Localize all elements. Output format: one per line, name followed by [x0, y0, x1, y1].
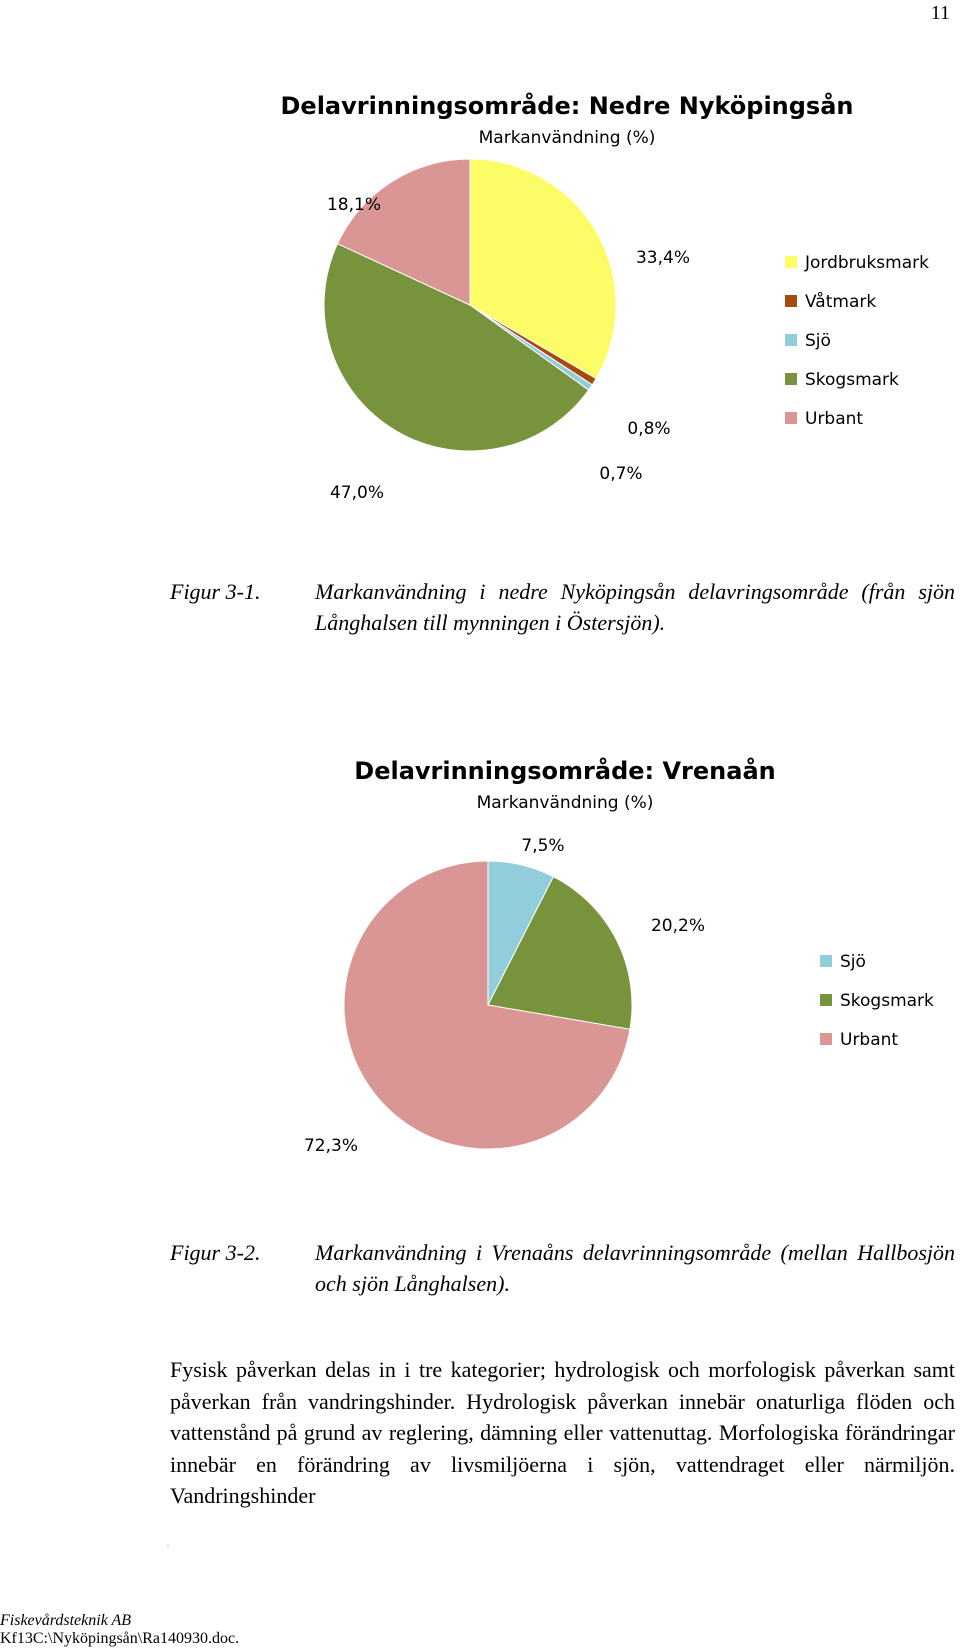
- pie-chart-nedre-nykopingsan: Delavrinningsområde: Nedre Nyköpingsån M…: [0, 80, 960, 530]
- slice-value-label: 33,4%: [636, 248, 690, 268]
- legend-swatch: [785, 373, 797, 385]
- pie-slices: [343, 860, 633, 1150]
- legend-label: Sjö: [805, 331, 831, 351]
- pie-chart-svg: Delavrinningsområde: Vrenaån Markanvändn…: [304, 756, 934, 1156]
- slice-value-label: 72,3%: [304, 1136, 358, 1156]
- legend-swatch: [785, 334, 797, 346]
- pie-slice-skogsmark: [323, 243, 590, 452]
- legend-swatch: [820, 955, 832, 967]
- pie-slice-jordbruksmark: [469, 158, 617, 380]
- slice-value-label: 0,7%: [599, 464, 642, 484]
- legend-label: Skogsmark: [805, 370, 899, 390]
- pie-slice-urbant: [336, 158, 471, 306]
- caption-label: Figur 3-2.: [170, 1240, 261, 1265]
- legend-label: Jordbruksmark: [804, 253, 929, 273]
- pie-chart-vrenaan: Delavrinningsområde: Vrenaån Markanvändn…: [0, 745, 960, 1185]
- legend-swatch: [820, 994, 832, 1006]
- body-paragraph: Fysisk påverkan delas in i tre kategorie…: [170, 1357, 955, 1508]
- slice-value-label: 18,1%: [327, 195, 381, 215]
- slice-value-label: 20,2%: [651, 916, 705, 936]
- slice-value-label: 47,0%: [330, 483, 384, 503]
- legend: Sjö Skogsmark Urbant: [820, 952, 934, 1050]
- page-number: 11: [930, 2, 950, 24]
- caption-text: Markanvändning i nedre Nyköpingsån delav…: [315, 579, 955, 635]
- slice-labels: 7,5% 20,2% 72,3%: [304, 836, 705, 1156]
- pie-slices: [323, 158, 617, 452]
- legend-label: Urbant: [805, 409, 863, 429]
- chart-title: Delavrinningsområde: Nedre Nyköpingsån: [281, 91, 854, 120]
- caption-text: Markanvändning i Vrenaåns delavrinningso…: [315, 1240, 955, 1296]
- legend-label: Sjö: [840, 952, 866, 972]
- pie-slice-urbant: [343, 860, 631, 1150]
- footer-company: Fiskevårdsteknik AB: [0, 1612, 132, 1629]
- caption-label: Figur 3-1.: [170, 579, 261, 604]
- legend-label: Skogsmark: [840, 991, 934, 1011]
- stray-mark: .: [167, 1539, 169, 1548]
- slice-value-label: 7,5%: [521, 836, 564, 856]
- legend-swatch: [785, 295, 797, 307]
- chart-subtitle: Markanvändning (%): [479, 128, 656, 148]
- pie-chart-svg: Delavrinningsområde: Nedre Nyköpingsån M…: [281, 91, 930, 503]
- pie-slice-skogsmark: [487, 876, 633, 1030]
- footer: Fiskevårdsteknik AB Kf13C:\Nyköpingsån\R…: [0, 1612, 239, 1648]
- slice-labels: 33,4% 0,8% 0,7% 47,0% 18,1%: [327, 195, 690, 503]
- legend-label: Urbant: [840, 1030, 898, 1050]
- legend-swatch: [785, 256, 797, 268]
- legend: Jordbruksmark Våtmark Sjö Skogsmark Urbant: [785, 253, 929, 429]
- legend-swatch: [785, 412, 797, 424]
- footer-path: Kf13C:\Nyköpingsån\Ra140930.doc.: [0, 1630, 240, 1647]
- legend-swatch: [820, 1033, 832, 1045]
- legend-label: Våtmark: [805, 291, 876, 312]
- slice-value-label: 0,8%: [627, 419, 670, 439]
- chart-subtitle: Markanvändning (%): [477, 793, 654, 813]
- chart-title: Delavrinningsområde: Vrenaån: [354, 756, 775, 785]
